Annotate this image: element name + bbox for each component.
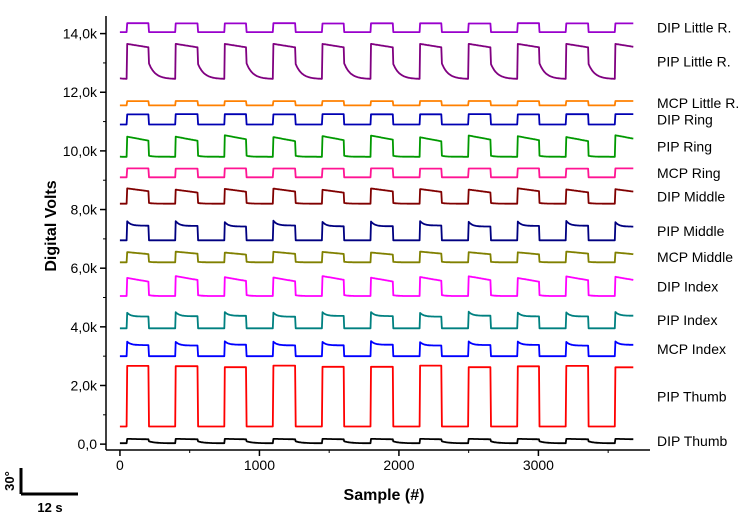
series-line: [119, 134, 634, 158]
series-label: PIP Little R.: [657, 53, 731, 69]
series-label: PIP Thumb: [657, 388, 727, 404]
y-tick-label: 4,0k: [71, 319, 98, 335]
series-label: MCP Little R.: [657, 95, 739, 111]
series-label: MCP Ring: [657, 165, 721, 181]
y-tick-label: 2,0k: [71, 377, 98, 393]
series-line: [119, 219, 634, 242]
series-line: [119, 100, 634, 107]
series-label: DIP Index: [657, 279, 718, 295]
series-legend-labels: DIP Little R.PIP Little R.MCP Little R.D…: [657, 20, 739, 449]
series-line: [119, 187, 634, 205]
series-line: [119, 275, 634, 297]
series-line: [119, 340, 634, 358]
series-label: DIP Middle: [657, 188, 725, 204]
series-lines: [119, 22, 634, 445]
x-tick-label: 2000: [383, 457, 414, 473]
series-label: DIP Little R.: [657, 20, 731, 36]
y-tick-label: 8,0k: [71, 202, 98, 218]
x-tick-label: 0: [116, 457, 124, 473]
series-label: PIP Index: [657, 312, 717, 328]
x-tick-label: 3000: [523, 457, 554, 473]
series-line: [119, 250, 634, 264]
x-axis-title: Sample (#): [344, 487, 425, 504]
scale-bar: 30° 12 s: [2, 468, 78, 515]
series-line: [119, 438, 634, 445]
series-label: DIP Ring: [657, 111, 713, 127]
series-label: PIP Ring: [657, 138, 712, 154]
y-axis-ticks: 0,0 2,0k 4,0k 6,0k 8,0k 10,0k 12,0k 14,0k: [63, 26, 106, 452]
series-label: MCP Index: [657, 341, 726, 357]
series-label: MCP Middle: [657, 249, 733, 265]
series-line: [119, 43, 634, 80]
y-tick-label: 12,0k: [63, 84, 98, 100]
y-tick-label: 14,0k: [63, 26, 98, 42]
y-axis-title: Digital Volts: [43, 180, 60, 271]
y-tick-label: 6,0k: [71, 260, 98, 276]
y-tick-label: 10,0k: [63, 143, 98, 159]
series-line: [119, 167, 634, 179]
series-line: [119, 113, 634, 126]
series-label: DIP Thumb: [657, 433, 728, 449]
x-tick-label: 1000: [244, 457, 275, 473]
y-tick-label: 0,0: [78, 436, 98, 452]
scale-bar-horizontal-label: 12 s: [37, 500, 62, 515]
series-line: [119, 22, 634, 33]
scale-bar-vertical-label: 30°: [2, 471, 17, 491]
series-label: PIP Middle: [657, 223, 725, 239]
series-line: [119, 364, 634, 428]
series-line: [119, 310, 634, 330]
x-axis-ticks: 0 1000 2000 3000: [116, 450, 609, 473]
